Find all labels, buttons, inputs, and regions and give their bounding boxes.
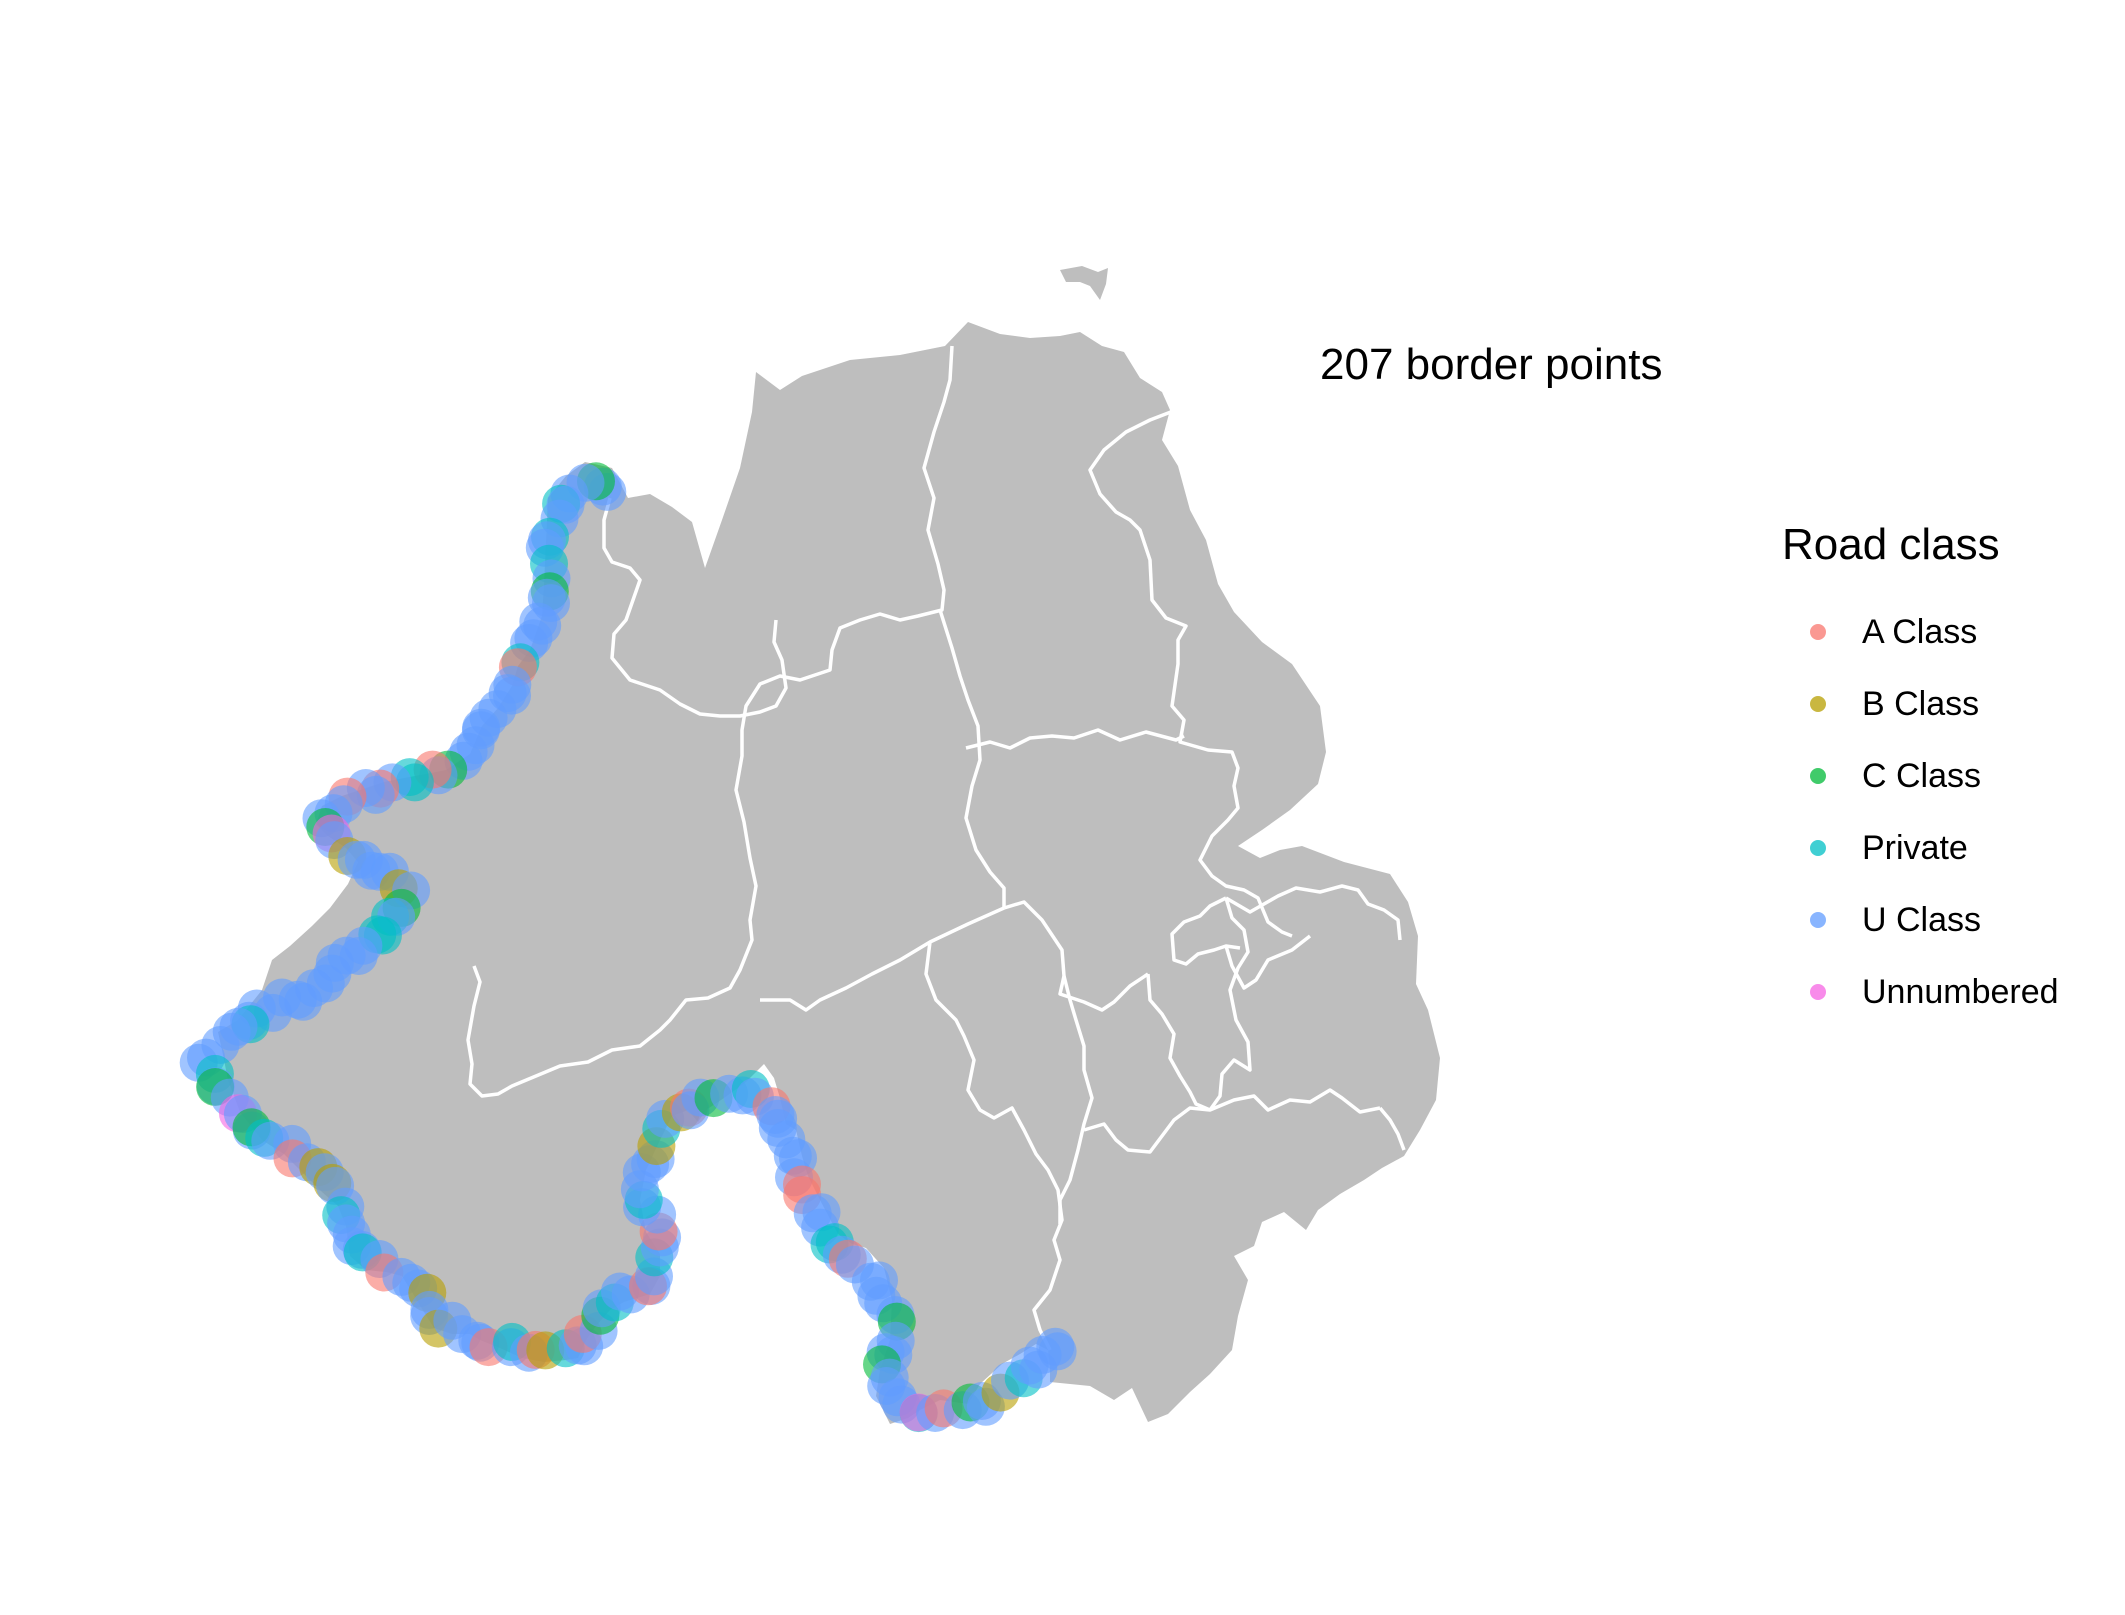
boundary-line	[924, 941, 1064, 1351]
boundary-line	[938, 609, 1006, 908]
boundary-line	[965, 728, 1185, 750]
boundary-line	[1088, 408, 1293, 938]
boundary-line	[1058, 975, 1094, 1224]
boundary-line	[1003, 900, 1149, 1012]
legend-item-unnumbered: Unnumbered	[1782, 956, 2112, 1028]
legend-item-private: Private	[1782, 812, 2112, 884]
boundary-line	[466, 345, 954, 1098]
legend-item-a-class: A Class	[1782, 596, 2112, 668]
boundary-line	[1225, 884, 1402, 941]
legend-label: Unnumbered	[1862, 972, 2059, 1011]
legend-item-b-class: B Class	[1782, 668, 2112, 740]
land-shape	[218, 322, 1440, 1424]
legend-key-b-class	[1810, 696, 1826, 712]
boundary-line	[602, 497, 788, 718]
legend-key-a-class	[1810, 624, 1826, 640]
boundary-line	[1083, 1088, 1381, 1154]
legend-item-c-class: C Class	[1782, 740, 2112, 812]
island-shape	[1060, 266, 1108, 300]
boundary-line	[760, 906, 1005, 1012]
border-points-count: 207 border points	[1320, 340, 1663, 389]
legend-key-private	[1810, 840, 1826, 856]
legend-key-u-class	[1810, 912, 1826, 928]
legend-item-u-class: U Class	[1782, 884, 2112, 956]
boundary-line	[1224, 934, 1312, 990]
legend-label: B Class	[1862, 684, 1980, 723]
legend: Road class A Class B Class C Class Priva…	[1782, 520, 2112, 1028]
legend-label: C Class	[1862, 756, 1982, 795]
boundary-line	[1146, 973, 1211, 1112]
border-points	[179, 462, 1077, 1433]
legend-label: A Class	[1862, 612, 1978, 651]
boundary-line	[1208, 897, 1252, 1112]
boundary-line	[1378, 1106, 1406, 1151]
boundary-line	[1170, 896, 1241, 966]
legend-key-unnumbered	[1810, 984, 1826, 1000]
legend-label: U Class	[1862, 900, 1982, 939]
legend-label: Private	[1862, 828, 1968, 867]
district-boundaries	[466, 345, 1406, 1351]
land-mass	[218, 266, 1440, 1424]
border-point	[1036, 1327, 1075, 1366]
legend-key-c-class	[1810, 768, 1826, 784]
legend-title: Road class	[1782, 520, 2000, 569]
